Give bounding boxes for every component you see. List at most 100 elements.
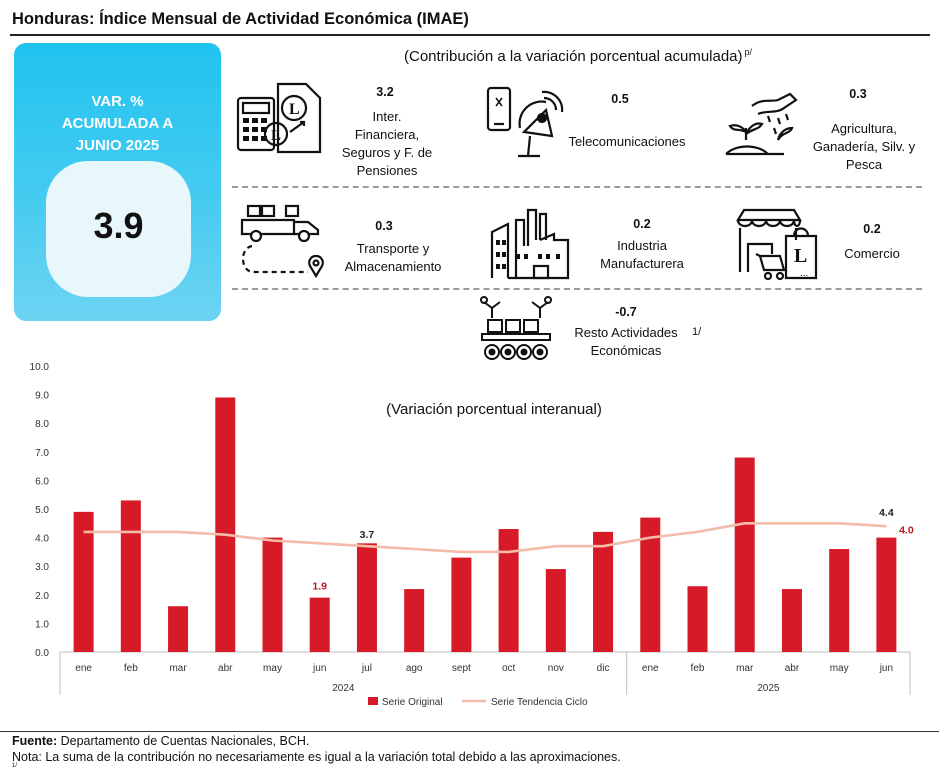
bar <box>73 511 94 652</box>
y-tick-label: 0.0 <box>35 648 49 659</box>
legend-label-trend: Serie Tendencia Ciclo <box>491 697 588 708</box>
x-group-label: 2024 <box>332 683 355 694</box>
source-label: Fuente: <box>12 734 58 748</box>
svg-text:L: L <box>271 128 281 144</box>
bar <box>687 586 708 652</box>
bar <box>451 557 472 652</box>
data-label: 4.4 <box>879 507 894 519</box>
chart-title: (Variación porcentual interanual) <box>386 401 602 418</box>
summary-value: 3.9 <box>93 205 144 246</box>
x-tick-label: ene <box>75 663 92 674</box>
trend-line <box>83 522 887 554</box>
page-title: Honduras: Índice Mensual de Actividad Ec… <box>12 10 469 28</box>
sector-resto-name: Resto Actividades Económicas <box>574 325 678 358</box>
source-text: Fuente: Departamento de Cuentas Nacional… <box>12 734 309 748</box>
y-tick-label: 10.0 <box>30 362 50 373</box>
sector-agriculture-value: 0.3 <box>849 87 867 101</box>
store-icon: L ... <box>736 208 818 281</box>
y-tick-label: 4.0 <box>35 534 49 545</box>
bar <box>262 537 283 652</box>
y-tick-label: 6.0 <box>35 476 49 487</box>
data-label: 4.0 <box>899 525 914 537</box>
data-label: 3.7 <box>360 529 375 541</box>
footer-footnote-mark: 1/ <box>12 763 18 769</box>
bars-series <box>73 397 897 652</box>
bar <box>593 531 614 652</box>
x-tick-label: jun <box>879 663 893 674</box>
y-tick-label: 3.0 <box>35 562 49 573</box>
x-tick-label: mar <box>736 663 754 674</box>
imae-chart: (Variación porcentual interanual) 0.0 1.0… <box>30 362 914 708</box>
y-tick-label: 1.0 <box>35 619 49 630</box>
resto-footnote-mark: 1/ <box>692 326 702 338</box>
x-tick-label: abr <box>218 663 233 674</box>
x-tick-label: may <box>830 663 849 674</box>
note-text: Nota: La suma de la contribución no nece… <box>12 750 621 764</box>
x-tick-label: oct <box>502 663 516 674</box>
transport-icon <box>240 204 324 279</box>
x-tick-label: may <box>263 663 282 674</box>
y-tick-label: 7.0 <box>35 448 49 459</box>
bar <box>734 457 755 652</box>
x-tick-label: sept <box>452 663 471 674</box>
bar <box>215 397 236 652</box>
title-rule <box>10 34 930 36</box>
footer-rule <box>0 731 939 732</box>
factory-icon <box>490 208 570 280</box>
bar <box>829 549 850 652</box>
bar <box>876 537 897 652</box>
summary-card: VAR. % ACUMULADA A JUNIO 2025 3.9 <box>14 43 221 321</box>
x-tick-label: jul <box>361 663 372 674</box>
sector-store-value: 0.2 <box>863 222 881 236</box>
legend-swatch-original <box>368 697 378 705</box>
subtitle-superscript: p/ <box>744 47 753 57</box>
source-value: Departamento de Cuentas Nacionales, BCH. <box>57 734 310 748</box>
x-tick-label: feb <box>691 663 705 674</box>
y-tick-label: 2.0 <box>35 591 49 602</box>
x-tick-label: mar <box>169 663 187 674</box>
y-axis: 0.0 1.0 2.0 3.0 4.0 5.0 6.0 7.0 8.0 9.0 10.0 <box>30 362 50 659</box>
contribution-subtitle: (Contribución a la variación porcentual … <box>404 47 753 65</box>
sector-finance-name: Inter. Financiera, Seguros y F. de Pensi… <box>341 109 433 178</box>
bar <box>498 529 519 652</box>
x-tick-label: nov <box>548 663 564 674</box>
bar <box>168 606 189 652</box>
x-tick-label: ene <box>642 663 659 674</box>
separator-2 <box>232 288 922 290</box>
bar <box>640 517 661 652</box>
data-label: 1.9 <box>312 581 327 593</box>
separator-1 <box>232 186 922 188</box>
telecom-icon <box>486 86 564 158</box>
finance-icon: L L <box>236 82 322 154</box>
svg-text:L: L <box>794 245 807 267</box>
x-tick-label: dic <box>597 663 610 674</box>
x-tick-label: abr <box>785 663 800 674</box>
sector-telecom-value: 0.5 <box>611 92 629 106</box>
sector-factory-name: Industria Manufacturera <box>600 238 684 271</box>
bar <box>404 589 425 652</box>
data-annotations: 1.9 3.7 4.4 4.0 <box>312 507 913 593</box>
bar <box>781 589 802 652</box>
bar <box>545 569 566 652</box>
x-axis: ene feb mar abr may jun jul ago sept oct nov dic ene… <box>59 652 911 695</box>
sector-finance-value: 3.2 <box>376 85 394 99</box>
summary-label: VAR. % ACUMULADA A JUNIO 2025 <box>61 93 174 154</box>
sector-resto-value: -0.7 <box>615 305 637 319</box>
sector-transport-value: 0.3 <box>375 219 393 233</box>
legend: Serie Original Serie Tendencia Ciclo <box>368 697 588 708</box>
summary-value-oval: 3.9 <box>46 161 191 297</box>
bar <box>309 597 330 652</box>
sector-telecom-name: Telecomunicaciones <box>568 134 686 149</box>
svg-text:...: ... <box>800 268 808 279</box>
bar <box>120 500 141 652</box>
x-tick-label: jun <box>312 663 326 674</box>
svg-text:L: L <box>289 101 300 118</box>
sector-agriculture-name: Agricultura, Ganadería, Silv. y Pesca <box>812 121 916 172</box>
bar <box>356 543 377 652</box>
x-tick-label: ago <box>406 663 423 674</box>
agriculture-icon <box>725 92 798 156</box>
x-group-label: 2025 <box>757 683 780 694</box>
y-tick-label: 9.0 <box>35 391 49 402</box>
y-tick-label: 5.0 <box>35 505 49 516</box>
sector-store-name: Comercio <box>844 246 900 261</box>
